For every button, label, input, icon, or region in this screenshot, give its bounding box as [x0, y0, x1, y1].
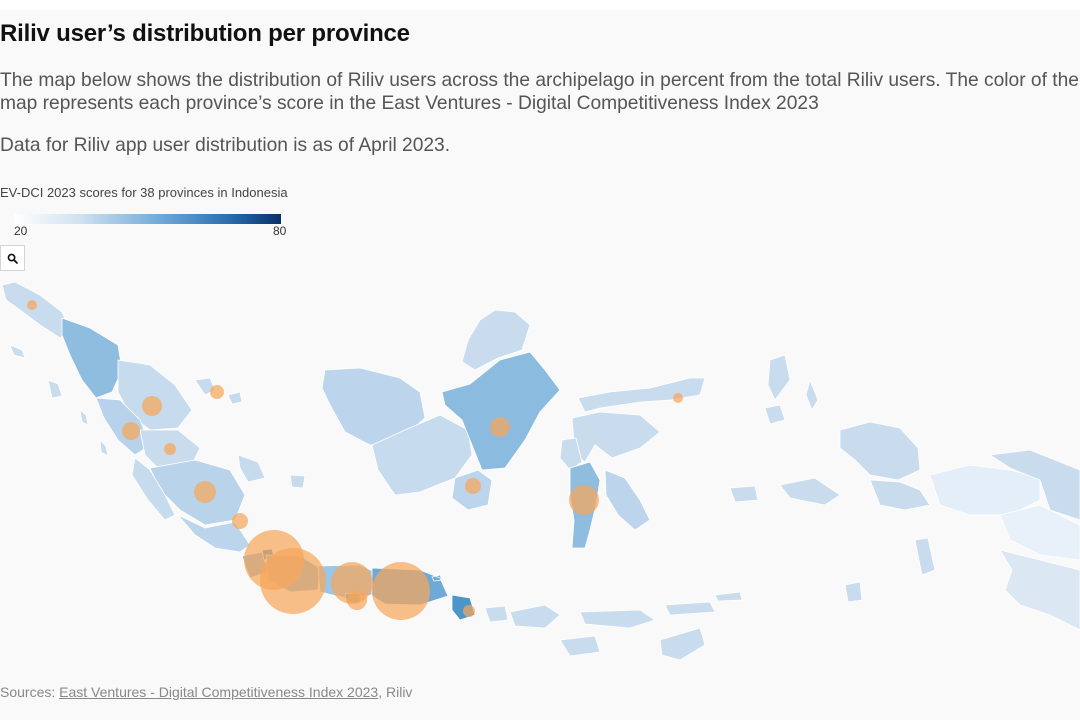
bubble-bali[interactable]: [463, 605, 475, 617]
bubble-aceh[interactable]: [27, 300, 37, 310]
legend-max-label: 80: [273, 224, 287, 238]
indonesia-map[interactable]: [0, 270, 1080, 680]
chart-title: Riliv user’s distribution per province: [0, 20, 410, 47]
bubble-east-java[interactable]: [372, 562, 430, 620]
legend-color-scale: [14, 214, 281, 224]
zoom-button[interactable]: [0, 245, 25, 271]
province-bangka-belitung[interactable]: [237, 454, 306, 489]
province-aceh[interactable]: [1, 281, 71, 339]
province-north-sumatra[interactable]: [61, 317, 123, 399]
user-share-bubbles: [27, 300, 683, 620]
chart-description: The map below shows the distribution of …: [0, 70, 1079, 114]
bubble-di-yogyakarta[interactable]: [347, 590, 367, 610]
province-west-sumatra[interactable]: [95, 397, 151, 456]
bubble-south-sulawesi[interactable]: [569, 485, 599, 515]
bubble-lampung[interactable]: [232, 513, 248, 529]
province-north-sulawesi[interactable]: [577, 377, 706, 413]
provinces: [1, 281, 1080, 661]
province-central-papua[interactable]: [929, 464, 1041, 516]
bubble-north-sumatra[interactable]: [142, 396, 162, 416]
legend-title: EV-DCI 2023 scores for 38 provinces in I…: [0, 185, 288, 200]
province-bengkulu[interactable]: [131, 457, 176, 521]
province-lampung[interactable]: [177, 514, 251, 553]
province-north-kalimantan[interactable]: [461, 309, 531, 371]
province-maluku[interactable]: [729, 477, 936, 603]
province-ntt[interactable]: [559, 591, 743, 661]
sources-prefix: Sources:: [0, 684, 60, 700]
bubble-south-kalimantan[interactable]: [465, 478, 481, 494]
bubble-north-sulawesi[interactable]: [673, 393, 683, 403]
province-southeast-sulawesi[interactable]: [604, 469, 651, 531]
bubble-south-sumatra[interactable]: [194, 481, 216, 503]
sources-link-ev-dci[interactable]: East Ventures - Digital Competitiveness …: [59, 684, 379, 700]
province-east-kalimantan[interactable]: [441, 351, 561, 471]
province-central-sulawesi[interactable]: [571, 411, 661, 463]
bubble-west-sumatra[interactable]: [122, 422, 140, 440]
province-riau[interactable]: [117, 359, 193, 431]
sources-suffix: , Riliv: [378, 684, 413, 700]
search-icon: [7, 253, 18, 264]
data-note: Data for Riliv app user distribution is …: [0, 135, 451, 156]
province-papua[interactable]: [988, 449, 1080, 521]
province-central-kalimantan[interactable]: [371, 414, 473, 496]
legend-min-label: 20: [14, 224, 28, 238]
bubble-jambi[interactable]: [164, 443, 176, 455]
province-west-papua-daya[interactable]: [839, 421, 921, 481]
province-west-papua[interactable]: [869, 479, 931, 511]
bubble-west-java[interactable]: [260, 548, 326, 614]
bubble-east-kalimantan[interactable]: [490, 417, 510, 437]
province-ntb[interactable]: [484, 604, 561, 629]
bubble-riau-islands[interactable]: [210, 385, 224, 399]
province-south-papua[interactable]: [999, 549, 1080, 631]
province-north-maluku[interactable]: [764, 354, 819, 425]
islands-nias[interactable]: [9, 344, 109, 457]
province-highland-papua[interactable]: [999, 504, 1080, 561]
sources-line: Sources: East Ventures - Digital Competi…: [0, 684, 412, 700]
